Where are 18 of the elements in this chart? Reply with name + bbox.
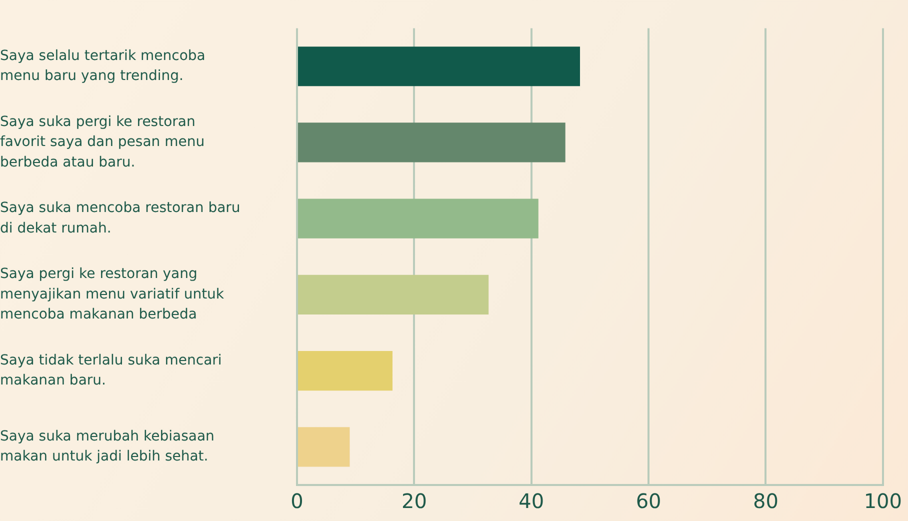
y-tick-label: Saya pergi ke restoran yang menyajikan menu variatif untuk mencoba makanan berbeda (0, 266, 225, 323)
bar (298, 427, 350, 467)
x-tick-label: 80 (753, 489, 778, 514)
bar (298, 46, 580, 86)
bar (298, 198, 538, 238)
bar (298, 351, 393, 391)
x-tick-label: 40 (518, 489, 544, 514)
x-tick-label: 100 (864, 489, 902, 514)
x-tick-label: 20 (401, 489, 427, 514)
x-tick-label: 60 (636, 489, 662, 514)
y-tick-label: Saya suka merubah kebiasaan makan untuk jadi lebih sehat. (0, 428, 214, 465)
y-tick-label: Saya tidak terlalu suka mencari makanan baru. (0, 352, 222, 389)
y-tick-label: Saya suka pergi ke restoran favorit saya dan pesan menu berbeda atau baru. (0, 114, 205, 170)
bar (298, 274, 489, 314)
y-tick-label: Saya selalu tertarik mencoba menu baru yang trending. (0, 48, 206, 84)
bar (298, 122, 566, 162)
x-tick-label: 0 (290, 489, 304, 514)
y-tick-label: Saya suka mencoba restoran baru di dekat rumah. (0, 200, 240, 236)
